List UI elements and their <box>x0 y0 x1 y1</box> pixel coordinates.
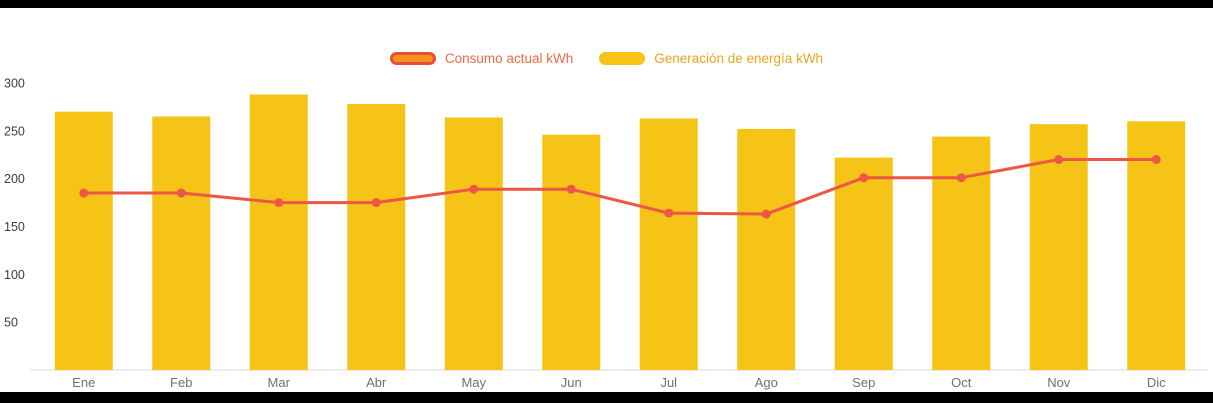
bottom-margin-strip <box>0 392 1213 403</box>
bar-May[interactable] <box>444 117 503 370</box>
consumo-point-Dic[interactable] <box>1151 155 1161 165</box>
consumo-point-Ago[interactable] <box>761 209 771 219</box>
consumo-point-Abr[interactable] <box>371 198 381 208</box>
x-axis-label-Dic: Dic <box>1147 375 1166 390</box>
y-axis-tick-label: 50 <box>4 316 18 330</box>
consumo-point-Nov[interactable] <box>1054 155 1064 165</box>
bar-Oct[interactable] <box>932 136 991 370</box>
x-axis-label-Ene: Ene <box>72 375 95 390</box>
bar-Sep[interactable] <box>834 157 893 370</box>
x-axis-label-Ago: Ago <box>755 375 778 390</box>
consumo-point-May[interactable] <box>469 184 479 194</box>
bar-Mar[interactable] <box>249 94 308 370</box>
chart-panel: 50 100 150 200 250 300 Ene Feb Mar Abr May Jun Jul Ag… <box>0 8 1213 392</box>
legend-label-generacion: Generación de energía kWh <box>654 51 824 66</box>
consumo-point-Ene[interactable] <box>79 188 89 198</box>
x-axis-label-Sep: Sep <box>852 375 875 390</box>
y-axis-tick-label: 300 <box>4 77 25 91</box>
chart-canvas: 50 100 150 200 250 300 Ene Feb Mar Abr May Jun Jul Ag… <box>4 77 1208 390</box>
x-axis-label-Nov: Nov <box>1047 375 1071 390</box>
bar-Feb[interactable] <box>152 116 211 370</box>
y-axis-tick-label: 250 <box>4 124 25 138</box>
x-axis-label-Oct: Oct <box>951 375 972 390</box>
x-axis-label-Feb: Feb <box>170 375 192 390</box>
bar-Jun[interactable] <box>542 134 601 370</box>
legend-label-consumo: Consumo actual kWh <box>444 51 574 66</box>
x-axis-label-Jun: Jun <box>561 375 582 390</box>
x-axis-label-Jul: Jul <box>660 375 677 390</box>
x-axis-label-Abr: Abr <box>366 375 387 390</box>
legend-item-generacion[interactable]: Generación de energía kWh <box>599 52 823 66</box>
generacion-swatch-icon <box>599 52 646 66</box>
bar-Ene[interactable] <box>54 111 113 370</box>
bar-Nov[interactable] <box>1029 124 1088 371</box>
chart-legend: Consumo actual kWh Generación de energía… <box>0 52 1213 66</box>
consumo-point-Oct[interactable] <box>956 173 966 183</box>
top-margin-strip <box>0 0 1213 8</box>
consumo-point-Sep[interactable] <box>859 173 869 183</box>
consumo-point-Jun[interactable] <box>566 184 576 194</box>
x-axis-label-Mar: Mar <box>268 375 291 390</box>
consumo-point-Jul[interactable] <box>664 208 674 218</box>
consumo-swatch-icon <box>389 52 436 66</box>
consumo-point-Mar[interactable] <box>274 198 284 208</box>
consumo-point-Feb[interactable] <box>176 188 186 198</box>
consumo-line <box>82 158 1158 216</box>
y-axis-tick-label: 200 <box>4 172 25 186</box>
y-axis-tick-label: 150 <box>4 220 25 234</box>
legend-item-consumo[interactable]: Consumo actual kWh <box>389 51 574 66</box>
bar-Jul[interactable] <box>639 118 698 370</box>
bar-Ago[interactable] <box>737 128 796 370</box>
bar-Abr[interactable] <box>347 104 406 371</box>
x-axis-label-May: May <box>461 375 486 390</box>
y-axis-tick-label: 100 <box>4 268 25 282</box>
